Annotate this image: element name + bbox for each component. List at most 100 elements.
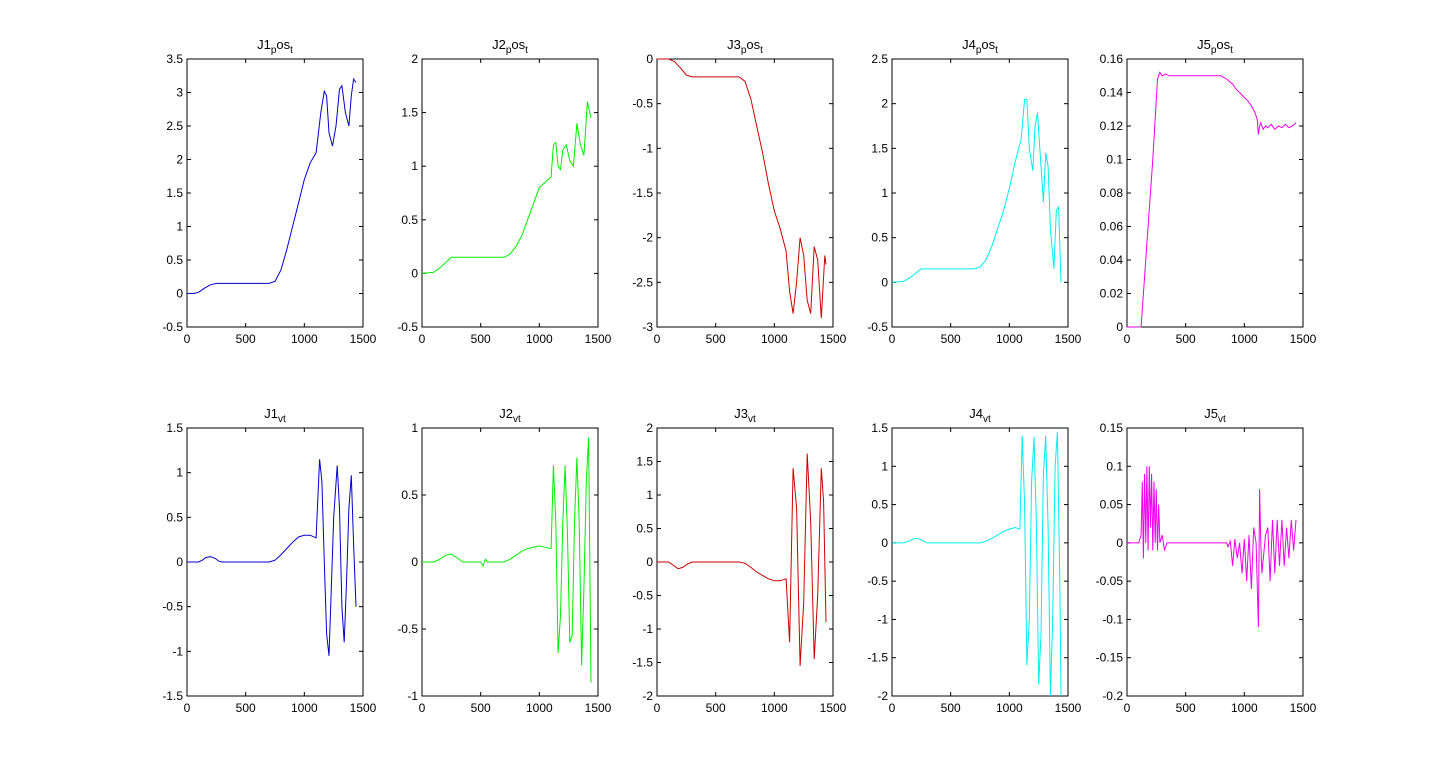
y-tick-label: 1	[176, 466, 183, 480]
series-line	[891, 98, 1062, 283]
x-tick-label: 1500	[820, 701, 847, 715]
y-tick-label: 1.5	[871, 421, 888, 435]
x-tick-label: 1500	[350, 332, 377, 346]
subplot-title: J1post	[257, 37, 293, 56]
title-main: J2	[492, 37, 506, 52]
y-tick-label: -1	[877, 612, 888, 626]
y-tick-label: 1	[176, 220, 183, 234]
x-tick-label: 1000	[291, 332, 318, 346]
title-main: J2	[499, 406, 513, 421]
title-subscript-2: t	[995, 45, 998, 56]
y-tick-label: 0.5	[166, 253, 183, 267]
subplot-7: 0 500 1000 1500 -1 -0.5 0 0.5 1 J2vt	[397, 406, 611, 715]
title-subscript-2: t	[760, 45, 763, 56]
plot-frame	[656, 58, 834, 328]
x-tick-label: 500	[236, 332, 256, 346]
y-tick-label: -0.05	[1096, 574, 1124, 588]
y-tick-label: 0	[1116, 320, 1123, 334]
plot-frame	[656, 427, 834, 697]
title-main: J3	[734, 406, 748, 421]
x-tick-label: 1000	[526, 332, 553, 346]
y-tick-label: -0.5	[632, 97, 653, 111]
title-main: J4	[962, 37, 976, 52]
y-tick-label: 0.05	[1100, 498, 1124, 512]
y-tick-label: 3.5	[166, 52, 183, 66]
title-subscript-2: t	[525, 45, 528, 56]
y-tick-label: 0.06	[1100, 220, 1124, 234]
subplot-title: J2post	[492, 37, 528, 56]
title-subscript: p	[741, 45, 747, 56]
x-tick-label: 0	[889, 701, 896, 715]
y-tick-label: 1.5	[166, 421, 183, 435]
subplot-6: 0 500 1000 1500 -1.5 -1 -0.5 0 0.5 1 1.5 J1vt	[162, 406, 376, 715]
title-rest: os	[276, 37, 290, 52]
title-subscript: vt	[983, 414, 991, 425]
y-tick-label: -0.2	[1102, 689, 1123, 703]
series-line	[1127, 466, 1297, 628]
y-tick-label: 0.5	[166, 510, 183, 524]
y-tick-label: -0.5	[867, 320, 888, 334]
y-tick-label: -1	[642, 141, 653, 155]
title-subscript: p	[976, 45, 982, 56]
series-line	[657, 58, 827, 319]
title-subscript: vt	[748, 414, 756, 425]
y-tick-label: 2	[881, 97, 888, 111]
y-tick-label: 1	[411, 421, 418, 435]
y-tick-label: 1	[411, 159, 418, 173]
y-tick-label: 0	[646, 52, 653, 66]
y-tick-label: 1.5	[401, 106, 418, 120]
title-rest: os	[746, 37, 760, 52]
title-subscript-2: t	[290, 45, 293, 56]
y-tick-label: 0.02	[1100, 287, 1124, 301]
y-tick-label: -0.5	[397, 622, 418, 636]
title-subscript: vt	[1218, 414, 1226, 425]
title-rest: os	[981, 37, 995, 52]
y-tick-label: -0.5	[867, 574, 888, 588]
y-tick-label: 0.5	[636, 522, 653, 536]
y-tick-label: 0.12	[1100, 119, 1124, 133]
plot-frame	[421, 58, 599, 328]
subplot-9: 0 500 1000 1500 -2 -1.5 -1 -0.5 0 0.5 1 1.5 J4vt	[867, 406, 1081, 715]
y-tick-label: -1	[407, 689, 418, 703]
subplot-5: 0 500 1000 1500 0 0.02 0.04 0.06 0.08 0.1 0.12 0.14…	[1100, 37, 1317, 346]
y-tick-label: 2	[411, 52, 418, 66]
title-main: J1	[257, 37, 271, 52]
title-subscript: p	[1211, 45, 1217, 56]
x-tick-label: 1000	[291, 701, 318, 715]
subplot-8: 0 500 1000 1500 -2 -1.5 -1 -0.5 0 0.5 1 1.5 2 J3vt	[632, 406, 846, 715]
y-tick-label: 2	[176, 153, 183, 167]
series-line	[892, 431, 1062, 697]
x-tick-label: 1000	[761, 332, 788, 346]
title-subscript: p	[506, 45, 512, 56]
title-main: J3	[727, 37, 741, 52]
y-tick-label: -1.5	[632, 186, 653, 200]
title-main: J5	[1204, 406, 1218, 421]
title-subscript: vt	[513, 414, 521, 425]
plot-frame	[1126, 58, 1304, 328]
y-tick-label: -0.5	[632, 589, 653, 603]
y-tick-label: -0.15	[1096, 651, 1124, 665]
x-tick-label: 0	[1124, 701, 1131, 715]
series-line	[187, 459, 357, 656]
x-tick-label: 1500	[1290, 701, 1317, 715]
y-tick-label: -0.5	[397, 320, 418, 334]
y-tick-label: 0.5	[871, 231, 888, 245]
x-tick-label: 1500	[1055, 332, 1082, 346]
title-subscript: vt	[278, 414, 286, 425]
y-tick-label: 0.16	[1100, 52, 1124, 66]
plot-frame	[1126, 427, 1304, 697]
y-tick-label: 0	[411, 266, 418, 280]
x-tick-label: 500	[941, 701, 961, 715]
x-tick-label: 0	[419, 332, 426, 346]
y-tick-label: -2	[642, 231, 653, 245]
subplot-10: 0 500 1000 1500 -0.2 -0.15 -0.1 -0.05 0 0.05 0.1 0.…	[1096, 406, 1317, 715]
subplot-title: J2vt	[499, 406, 521, 425]
title-main: J1	[264, 406, 278, 421]
y-tick-label: -1	[642, 622, 653, 636]
x-tick-label: 1500	[820, 332, 847, 346]
x-tick-label: 1000	[1231, 332, 1258, 346]
x-tick-label: 1500	[585, 332, 612, 346]
x-tick-label: 1000	[526, 701, 553, 715]
